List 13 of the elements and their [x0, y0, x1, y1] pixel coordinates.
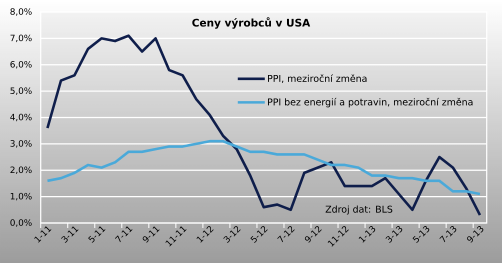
y-tick-label: 6,0%	[10, 60, 32, 69]
y-tick-label: 2,0%	[10, 166, 32, 174]
annotation: Zdroj dat: BLS	[326, 205, 392, 215]
y-tick-label: 8,0%	[10, 8, 32, 16]
legend-label: PPI bez energií a potravin, meziroční změna	[268, 98, 473, 108]
y-tick-label: 1,0%	[10, 192, 32, 200]
y-tick-label: 4,0%	[10, 114, 32, 122]
y-tick-label: 3,0%	[10, 140, 32, 148]
y-tick-label: 7,0%	[10, 34, 32, 42]
y-tick-label: 5,0%	[10, 87, 32, 95]
text: Ceny výrobců v USA	[192, 17, 310, 29]
y-tick-label: 0,0%	[10, 219, 32, 227]
legend-label: PPI, meziroční změna	[268, 74, 367, 83]
